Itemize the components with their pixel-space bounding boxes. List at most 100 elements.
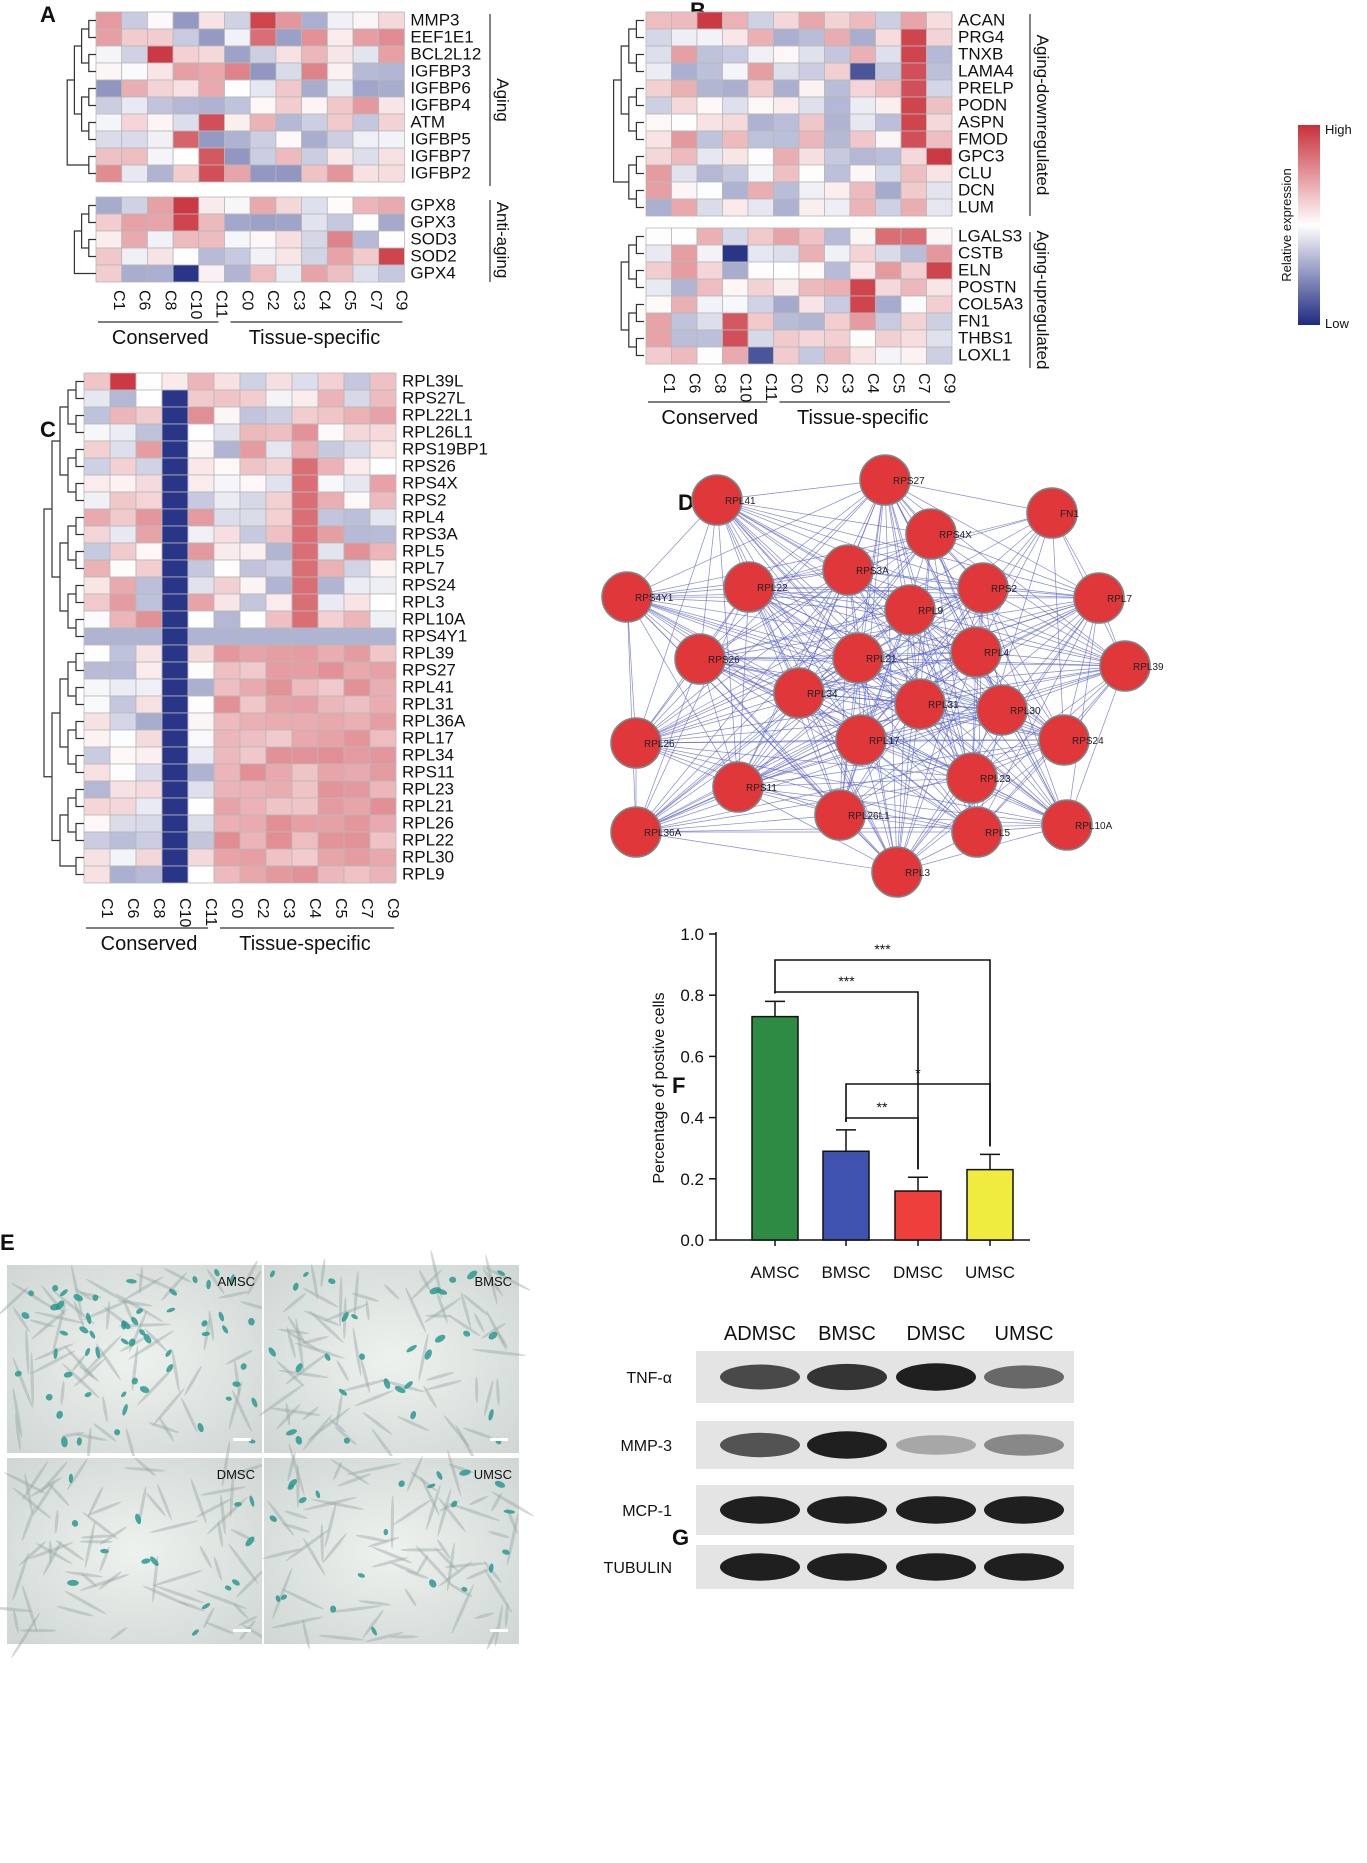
cell-streak <box>390 1562 419 1574</box>
network-nodes: RPL41RPS27FN1RPS4XRPS4Y1RPL22RPS3ARPS2RP… <box>601 454 1164 898</box>
heatmap-cell <box>239 525 267 544</box>
heatmap-cell <box>187 763 215 782</box>
heatmap-cell <box>849 45 876 64</box>
cluster-label: C3 <box>290 290 307 311</box>
heatmap-cell <box>291 746 319 765</box>
heatmap-cell <box>213 729 241 748</box>
network-edge <box>635 831 898 873</box>
stained-cell <box>275 1595 281 1603</box>
heatmap-cell <box>343 729 371 748</box>
heatmap-cell <box>224 130 251 149</box>
heatmap-cell <box>369 491 397 510</box>
cell-streak <box>296 1464 300 1509</box>
network-node <box>712 761 764 813</box>
heatmap-cell <box>239 508 267 527</box>
dendrogram-branch <box>59 406 68 476</box>
heatmap-cell <box>849 96 876 115</box>
gene-label: RPL5 <box>402 541 445 560</box>
heatmap-cell <box>109 746 137 765</box>
cell-streak <box>235 1568 265 1598</box>
heatmap-cell <box>875 346 902 365</box>
stained-cell <box>166 1307 176 1313</box>
heatmap-cell <box>291 610 319 629</box>
cell-streak <box>64 1590 107 1615</box>
heatmap-cell <box>83 678 111 697</box>
network-edge <box>748 479 886 588</box>
cell-streak <box>358 1600 392 1606</box>
stained-cell <box>502 1549 510 1555</box>
cell-streak <box>491 1493 502 1512</box>
heatmap-cell <box>265 712 293 731</box>
cell-streak <box>3 1472 47 1494</box>
network-node <box>723 561 775 613</box>
heatmap-cell <box>369 610 397 629</box>
stained-cell <box>166 1364 174 1373</box>
heatmap-cell <box>249 264 277 283</box>
gene-label: COL5A3 <box>958 294 1023 313</box>
heatmap-cell <box>109 389 137 408</box>
dendrogram-branch <box>88 19 96 39</box>
dendrogram-branch <box>88 121 96 141</box>
heatmap-cell <box>291 508 319 527</box>
dendrogram-branch <box>628 164 637 200</box>
heatmap-cell <box>824 295 851 314</box>
heatmap-cell <box>824 346 851 365</box>
heatmap-cell <box>213 763 241 782</box>
cell-streak <box>48 1540 52 1564</box>
dendrogram-branch <box>620 261 629 331</box>
heatmap-cell <box>275 45 302 64</box>
cell-streak <box>21 1461 49 1501</box>
heatmap-cell <box>369 542 397 561</box>
heatmap-cell <box>645 96 672 115</box>
heatmap-cell <box>161 746 189 765</box>
cell-streak <box>481 1322 507 1339</box>
heatmap-cell <box>352 62 380 81</box>
cell-streak <box>303 1538 326 1576</box>
gene-label: LUM <box>958 197 994 216</box>
cluster-label: C0 <box>238 290 255 311</box>
cluster-label: C8 <box>711 373 728 394</box>
heatmap-cell <box>109 440 137 459</box>
cell-streak <box>324 1502 337 1548</box>
stained-cell <box>120 1338 129 1345</box>
heatmap-cell <box>369 695 397 714</box>
heatmap-cell <box>849 79 876 98</box>
stained-cell <box>251 1397 258 1408</box>
gene-label: IGFBP2 <box>410 163 470 182</box>
heatmap-cell <box>249 196 277 215</box>
heatmap-cell <box>696 28 723 47</box>
heatmap-cell <box>265 525 293 544</box>
heatmap-cell <box>369 474 397 493</box>
dendrogram-branch <box>635 87 644 107</box>
cell-streak <box>52 1302 66 1355</box>
heatmap-cell <box>83 763 111 782</box>
cluster-label: C10 <box>736 373 753 402</box>
stained-cell <box>436 1471 443 1480</box>
stained-cell <box>292 1282 299 1291</box>
heatmap-cell <box>369 729 397 748</box>
heatmap-cell <box>722 113 749 132</box>
network-edge <box>635 569 849 744</box>
heatmap-cell <box>135 712 163 731</box>
cell-streak <box>79 1540 113 1544</box>
stained-cell <box>218 1311 225 1322</box>
heatmap-cell <box>291 729 319 748</box>
cell-streak <box>483 1266 531 1291</box>
heatmap-cell <box>213 814 241 833</box>
heatmap-cell <box>900 198 927 217</box>
network-edge <box>737 786 1068 826</box>
stained-cell <box>288 1479 297 1488</box>
heatmap-cell <box>135 406 163 425</box>
heatmap-cell <box>161 814 189 833</box>
dendrogram-branch <box>51 712 60 842</box>
heatmap-cell <box>187 610 215 629</box>
network-edge <box>857 657 1068 826</box>
heatmap-cell <box>343 491 371 510</box>
dendrogram-branch <box>628 96 637 132</box>
heatmap-cell <box>343 797 371 816</box>
network-node <box>1026 487 1078 539</box>
stained-cell <box>404 1381 413 1390</box>
heatmap-cell <box>95 113 123 132</box>
network-edge <box>737 739 1065 788</box>
